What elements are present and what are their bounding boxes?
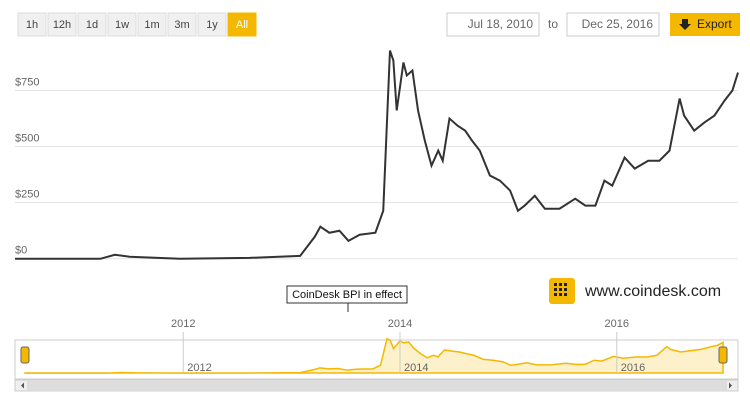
range-button[interactable] bbox=[197, 12, 227, 37]
x-tick-label: 2012 bbox=[171, 318, 195, 330]
range-button-label[interactable]: 3m bbox=[174, 19, 189, 31]
range-button[interactable] bbox=[167, 12, 197, 37]
from-date-input[interactable] bbox=[446, 12, 540, 37]
y-tick-label: $750 bbox=[15, 76, 39, 88]
range-button-label[interactable]: 1h bbox=[26, 19, 38, 31]
brand: www.coindesk.com bbox=[549, 278, 721, 304]
range-button-label[interactable]: 12h bbox=[53, 19, 71, 31]
from-date[interactable]: Jul 18, 2010 bbox=[468, 17, 534, 31]
brand-name: www.coindesk.com bbox=[584, 283, 721, 300]
range-button-label[interactable]: All bbox=[236, 19, 248, 31]
export-label[interactable]: Export bbox=[697, 17, 732, 31]
x-tick-label: 2016 bbox=[605, 318, 629, 330]
navigator-area bbox=[24, 337, 724, 374]
scrollbar-thumb[interactable] bbox=[27, 381, 727, 390]
export-bg[interactable] bbox=[670, 13, 740, 36]
range-button[interactable] bbox=[107, 12, 137, 37]
range-button-label[interactable]: 1w bbox=[115, 19, 129, 31]
to-label: to bbox=[548, 17, 558, 31]
range-button[interactable] bbox=[227, 12, 257, 37]
x-tick-label: 2014 bbox=[388, 318, 412, 330]
navigator-tick-label: 2012 bbox=[187, 362, 211, 374]
range-button[interactable] bbox=[17, 12, 47, 37]
export-button[interactable]: Export bbox=[670, 13, 740, 36]
annotation: CoinDesk BPI in effect bbox=[292, 289, 402, 301]
range-button[interactable] bbox=[47, 12, 77, 37]
navigator-handle[interactable] bbox=[20, 346, 30, 364]
to-date-input[interactable] bbox=[566, 12, 660, 37]
range-button-label[interactable]: 1m bbox=[144, 19, 159, 31]
to-date[interactable]: Dec 25, 2016 bbox=[582, 17, 654, 31]
navigator-tick-label: 2014 bbox=[404, 362, 428, 374]
y-tick-label: $0 bbox=[15, 245, 27, 257]
range-button[interactable] bbox=[137, 12, 167, 37]
price-line bbox=[15, 50, 739, 260]
y-tick-label: $500 bbox=[15, 132, 39, 144]
navigator-handle[interactable] bbox=[718, 346, 728, 364]
annotation-box bbox=[286, 285, 408, 304]
range-button-label[interactable]: 1d bbox=[86, 19, 98, 31]
navigator-tick-label: 2016 bbox=[621, 362, 645, 374]
brand-logo-dots bbox=[554, 283, 567, 296]
y-tick-label: $250 bbox=[15, 189, 39, 201]
range-button[interactable] bbox=[77, 12, 107, 37]
export-icon[interactable] bbox=[679, 19, 691, 30]
range-buttons: 1h 12h 1d 1w 1m 3m 1y All bbox=[17, 12, 257, 37]
range-button-label[interactable]: 1y bbox=[206, 19, 218, 31]
